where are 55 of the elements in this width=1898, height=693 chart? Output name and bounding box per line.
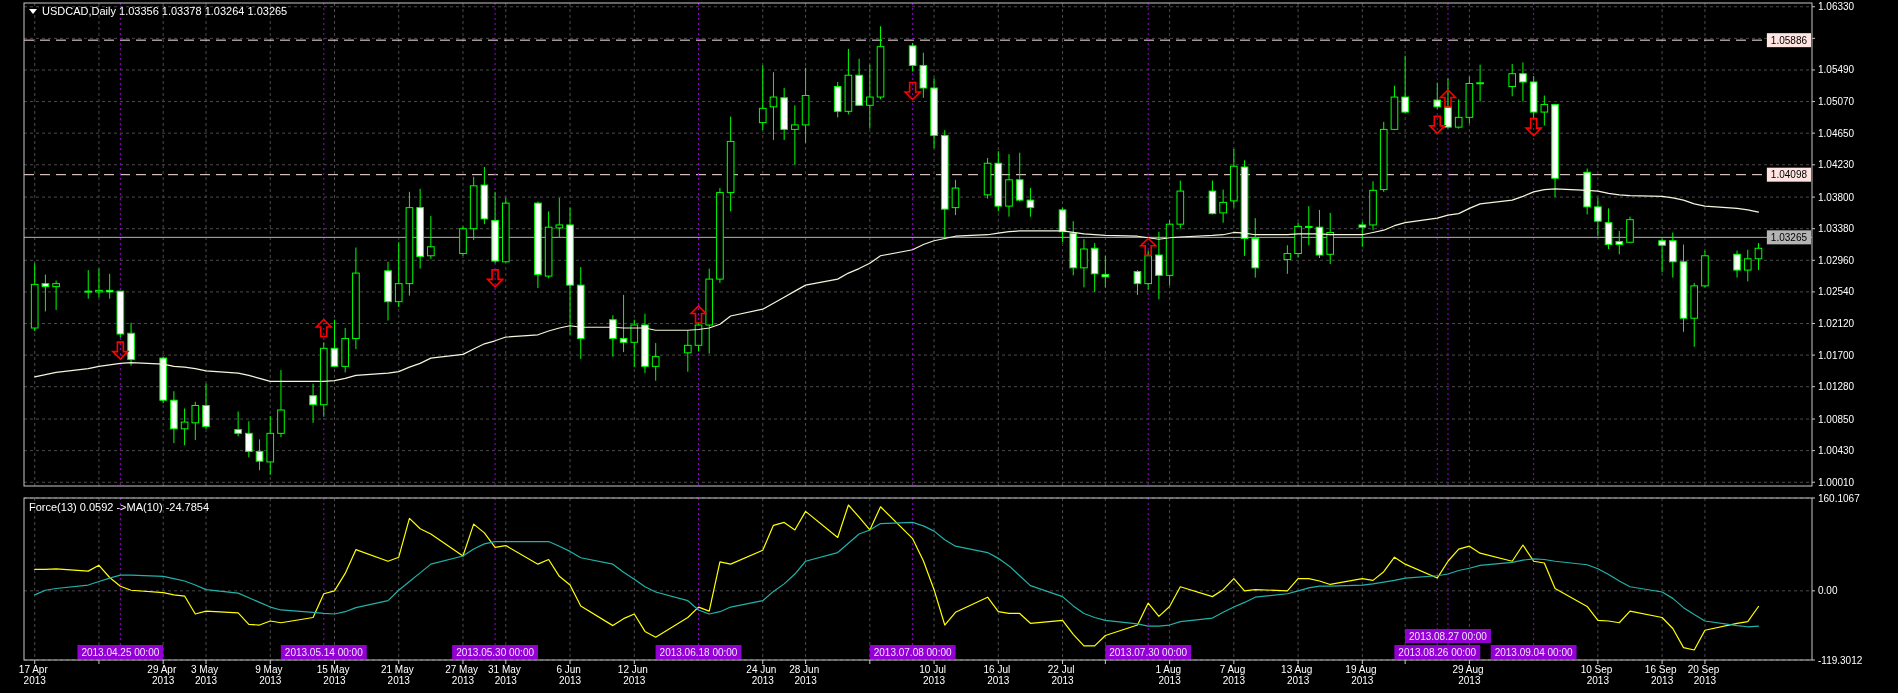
x-tick-label: 24 Jun 2013 — [746, 664, 780, 686]
y-tick-label: 1.03380 — [1818, 223, 1855, 235]
y-tick-label: 1.04650 — [1818, 127, 1855, 139]
x-tick-label: 29 Aug 2013 — [1452, 664, 1487, 686]
x-tick-label: 27 May 2013 — [445, 664, 481, 686]
chart-title: USDCAD,Daily 1.03356 1.03378 1.03264 1.03265 — [42, 5, 288, 17]
y-tick-label: 0.00 — [1818, 585, 1838, 597]
ref-line-label: 2013.05.30 00:00 — [456, 646, 535, 658]
chart-title: Force(13) 0.0592 ->MA(10) -24.7854 — [29, 501, 210, 513]
y-tick-label: 1.02120 — [1818, 318, 1855, 329]
y-tick-label: 1.04230 — [1818, 159, 1855, 171]
ref-line-label: 2013.09.04 00:00 — [1494, 646, 1573, 658]
x-tick-label: 15 May 2013 — [316, 664, 353, 686]
x-tick-label: 6 Jun 2013 — [556, 664, 584, 686]
y-tick-label: 1.00850 — [1818, 413, 1855, 425]
y-tick-label: -119.3012 — [1818, 654, 1863, 666]
x-tick-label: 3 May 2013 — [191, 664, 222, 686]
y-tick-label: 1.00430 — [1818, 445, 1855, 457]
ref-line-label: 2013.07.30 00:00 — [1109, 646, 1188, 658]
x-tick-label: 13 Aug 2013 — [1281, 664, 1316, 686]
x-tick-label: 9 May 2013 — [255, 664, 286, 686]
ref-line-label: 2013.07.08 00:00 — [873, 646, 953, 658]
y-tick-label: 1.06330 — [1818, 1, 1855, 13]
ref-line-label: 2013.08.26 00:00 — [1398, 646, 1477, 658]
y-tick-label: 1.03800 — [1818, 191, 1855, 203]
y-tick-label: 1.05070 — [1818, 96, 1855, 108]
x-tick-label: 16 Sep 2013 — [1644, 664, 1680, 686]
ref-line-label: 2013.08.27 00:00 — [1409, 630, 1488, 642]
x-tick-label: 16 Jul 2013 — [983, 664, 1014, 686]
x-tick-label: 28 Jun 2013 — [789, 664, 822, 686]
x-tick-label: 21 May 2013 — [380, 664, 417, 686]
x-tick-label: 10 Jul 2013 — [919, 664, 949, 686]
y-tick-label: 160.1067 — [1818, 492, 1861, 504]
x-tick-label: 10 Sep 2013 — [1580, 664, 1616, 686]
y-tick-label: 1.01700 — [1818, 349, 1855, 361]
ref-line-label: 2013.05.14 00:00 — [284, 646, 364, 658]
ref-line-label: 2013.06.18 00:00 — [659, 646, 738, 658]
y-tick-label: 1.02960 — [1818, 254, 1855, 266]
y-tick-label: 1.01280 — [1818, 381, 1855, 393]
ref-line-label: 1.04098 — [1770, 169, 1808, 181]
ref-line-label: 1.05886 — [1770, 34, 1808, 46]
x-tick-label: 19 Aug 2013 — [1345, 664, 1380, 686]
x-tick-label: 7 Aug 2013 — [1219, 664, 1249, 686]
ref-line-label: 1.03265 — [1770, 231, 1808, 243]
y-tick-label: 1.05490 — [1818, 64, 1855, 76]
x-tick-label: 17 Apr 2013 — [18, 664, 51, 686]
ref-line-label: 2013.04.25 00:00 — [81, 646, 160, 658]
x-tick-label: 1 Aug 2013 — [1155, 664, 1184, 686]
x-tick-label: 12 Jun 2013 — [617, 664, 651, 686]
y-tick-label: 1.02540 — [1818, 286, 1855, 298]
x-tick-label: 20 Sep 2013 — [1687, 664, 1723, 686]
x-tick-label: 22 Jul 2013 — [1047, 664, 1078, 686]
x-tick-label: 31 May 2013 — [488, 664, 524, 686]
x-tick-label: 29 Apr 2013 — [147, 664, 180, 686]
y-tick-label: 1.00010 — [1818, 476, 1855, 488]
